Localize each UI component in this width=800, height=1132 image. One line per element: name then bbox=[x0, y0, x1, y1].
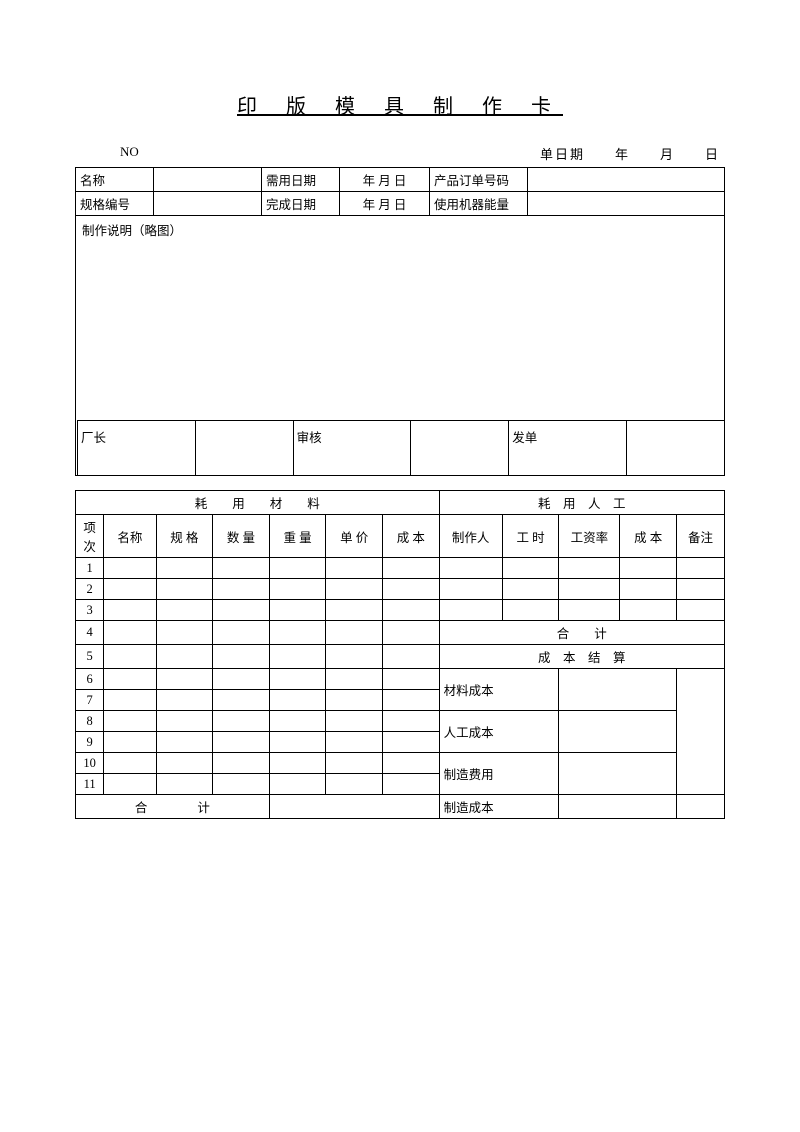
cell bbox=[559, 711, 677, 753]
label-need-date: 需用日期 bbox=[262, 168, 340, 192]
col-weight: 重 量 bbox=[269, 515, 326, 558]
cell bbox=[195, 421, 293, 476]
table-row: 规格编号 完成日期 年 月 日 使用机器能量 bbox=[76, 192, 725, 216]
col-remark: 备注 bbox=[676, 515, 724, 558]
cell-date: 年 月 日 bbox=[340, 168, 430, 192]
mfg-expense-label: 制造费用 bbox=[439, 753, 559, 795]
cell bbox=[528, 192, 725, 216]
label-spec-no: 规格编号 bbox=[76, 192, 154, 216]
group-labor: 耗 用 人 工 bbox=[439, 491, 724, 515]
table-row: 1 bbox=[76, 558, 725, 579]
desc-label: 制作说明（略图） bbox=[82, 224, 182, 238]
total-left-label: 合 计 bbox=[76, 795, 270, 819]
cell-date: 年 月 日 bbox=[340, 192, 430, 216]
col-hours: 工 时 bbox=[502, 515, 559, 558]
label-machine-energy: 使用机器能量 bbox=[430, 192, 528, 216]
rownum: 5 bbox=[76, 645, 104, 669]
rownum: 7 bbox=[76, 690, 104, 711]
top-form-table: 名称 需用日期 年 月 日 产品订单号码 规格编号 完成日期 年 月 日 使用机… bbox=[75, 167, 725, 476]
col-cost2: 成 本 bbox=[620, 515, 677, 558]
table-row: 耗 用 材 料 耗 用 人 工 bbox=[76, 491, 725, 515]
rownum: 1 bbox=[76, 558, 104, 579]
date-label: 单日期 年 月 日 bbox=[540, 144, 720, 163]
rownum: 6 bbox=[76, 669, 104, 690]
col-cost: 成 本 bbox=[383, 515, 440, 558]
page-title: 印 版 模 具 制 作 卡 bbox=[75, 90, 725, 119]
cell bbox=[411, 421, 509, 476]
cell bbox=[154, 168, 262, 192]
no-label: NO bbox=[120, 144, 139, 163]
table-row: 名称 需用日期 年 月 日 产品订单号码 bbox=[76, 168, 725, 192]
header-line: NO 单日期 年 月 日 bbox=[75, 144, 725, 167]
cell bbox=[676, 669, 724, 795]
group-materials: 耗 用 材 料 bbox=[76, 491, 440, 515]
table-row: 3 bbox=[76, 600, 725, 621]
rownum: 2 bbox=[76, 579, 104, 600]
sig-factory-chief: 厂长 bbox=[78, 421, 196, 476]
mfg-cost-label: 制造成本 bbox=[439, 795, 559, 819]
subtotal-right: 合 计 bbox=[439, 621, 724, 645]
col-maker: 制作人 bbox=[439, 515, 502, 558]
cell bbox=[676, 795, 724, 819]
table-row: 2 bbox=[76, 579, 725, 600]
material-cost-label: 材料成本 bbox=[439, 669, 559, 711]
cell bbox=[559, 669, 677, 711]
col-item-no: 项次 bbox=[76, 515, 104, 558]
signature-box: 厂长 审核 发单 bbox=[77, 420, 725, 476]
rownum: 4 bbox=[76, 621, 104, 645]
cell bbox=[559, 795, 677, 819]
cost-settlement-header: 成 本 结 算 bbox=[439, 645, 724, 669]
cell bbox=[269, 795, 439, 819]
label-name: 名称 bbox=[76, 168, 154, 192]
table-row: 6 材料成本 bbox=[76, 669, 725, 690]
rownum: 8 bbox=[76, 711, 104, 732]
col-wage-rate: 工资率 bbox=[559, 515, 620, 558]
label-finish-date: 完成日期 bbox=[262, 192, 340, 216]
cell bbox=[559, 753, 677, 795]
col-spec: 规 格 bbox=[156, 515, 213, 558]
bottom-table: 耗 用 材 料 耗 用 人 工 项次 名称 规 格 数 量 重 量 单 价 成 … bbox=[75, 490, 725, 819]
table-row: 10 制造费用 bbox=[76, 753, 725, 774]
col-name: 名称 bbox=[104, 515, 156, 558]
rownum: 11 bbox=[76, 774, 104, 795]
cell bbox=[626, 421, 724, 476]
table-row: 制作说明（略图） 厂长 审核 发单 bbox=[76, 216, 725, 476]
table-row: 5 成 本 结 算 bbox=[76, 645, 725, 669]
col-qty: 数 量 bbox=[213, 515, 270, 558]
label-order-no: 产品订单号码 bbox=[430, 168, 528, 192]
col-price: 单 价 bbox=[326, 515, 383, 558]
sig-audit: 审核 bbox=[293, 421, 411, 476]
rownum: 3 bbox=[76, 600, 104, 621]
cell bbox=[528, 168, 725, 192]
cell bbox=[154, 192, 262, 216]
sig-issue: 发单 bbox=[509, 421, 627, 476]
table-row: 8 人工成本 bbox=[76, 711, 725, 732]
table-header-row: 项次 名称 规 格 数 量 重 量 单 价 成 本 制作人 工 时 工资率 成 … bbox=[76, 515, 725, 558]
description-area: 制作说明（略图） 厂长 审核 发单 bbox=[76, 216, 725, 476]
table-row: 合 计 制造成本 bbox=[76, 795, 725, 819]
table-row: 4 合 计 bbox=[76, 621, 725, 645]
rownum: 10 bbox=[76, 753, 104, 774]
rownum: 9 bbox=[76, 732, 104, 753]
labor-cost-label: 人工成本 bbox=[439, 711, 559, 753]
